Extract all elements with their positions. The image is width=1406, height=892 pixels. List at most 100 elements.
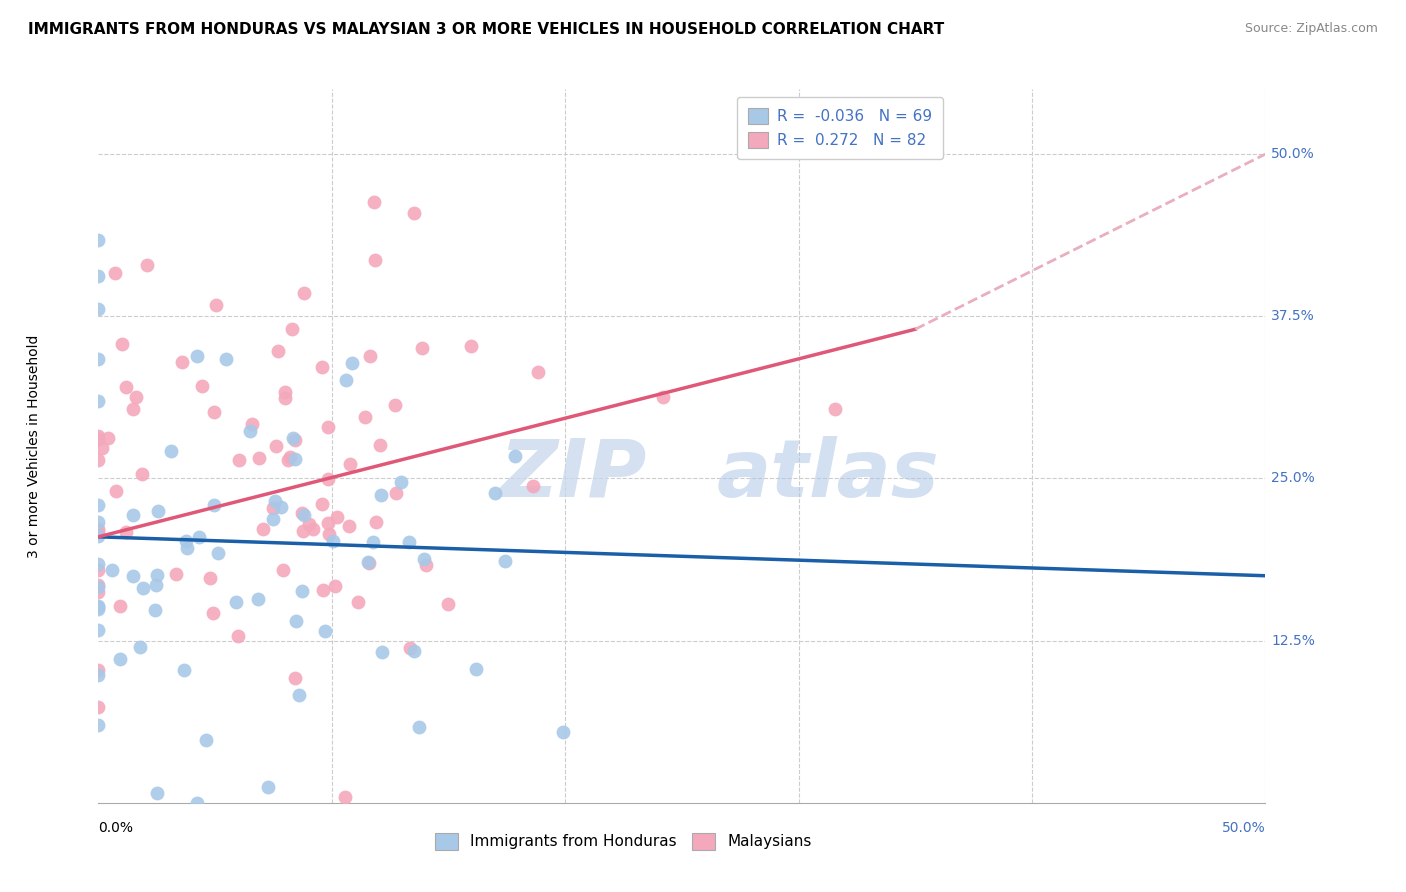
Point — [262, 501, 284, 516]
Point — [186, 349, 208, 363]
Point — [357, 555, 380, 569]
Point — [191, 379, 214, 393]
Point — [494, 554, 516, 568]
Point — [347, 595, 370, 609]
Point — [87, 601, 110, 615]
Text: 25.0%: 25.0% — [1271, 472, 1315, 485]
Point — [301, 522, 323, 536]
Point — [201, 606, 224, 620]
Point — [166, 567, 188, 582]
Point — [87, 599, 110, 613]
Point — [318, 526, 340, 541]
Point — [294, 285, 316, 300]
Point — [186, 796, 208, 810]
Point — [337, 519, 360, 533]
Point — [101, 563, 124, 577]
Text: Source: ZipAtlas.com: Source: ZipAtlas.com — [1244, 22, 1378, 36]
Point — [503, 449, 526, 463]
Point — [87, 578, 110, 592]
Point — [87, 453, 110, 467]
Point — [114, 524, 136, 539]
Point — [252, 522, 274, 536]
Point — [240, 417, 263, 432]
Point — [370, 488, 392, 502]
Point — [87, 269, 110, 284]
Point — [270, 500, 292, 514]
Point — [108, 652, 131, 666]
Point — [246, 591, 269, 606]
Point — [87, 394, 110, 409]
Point — [173, 664, 195, 678]
Point — [312, 582, 335, 597]
Point — [129, 640, 152, 654]
Point — [187, 530, 209, 544]
Text: IMMIGRANTS FROM HONDURAS VS MALAYSIAN 3 OR MORE VEHICLES IN HOUSEHOLD CORRELATIO: IMMIGRANTS FROM HONDURAS VS MALAYSIAN 3 … — [28, 22, 945, 37]
Point — [291, 524, 314, 538]
Point — [108, 599, 131, 614]
Point — [228, 453, 250, 467]
Point — [371, 645, 394, 659]
Point — [522, 479, 544, 493]
Point — [404, 206, 426, 220]
Point — [87, 584, 110, 599]
Point — [228, 628, 250, 642]
Point — [131, 467, 153, 481]
Point — [87, 663, 110, 677]
Text: atlas: atlas — [717, 435, 939, 514]
Point — [132, 581, 155, 595]
Point — [122, 569, 145, 583]
Point — [91, 441, 114, 455]
Text: 12.5%: 12.5% — [1271, 633, 1315, 648]
Point — [194, 733, 217, 747]
Point — [484, 486, 506, 500]
Text: 3 or more Vehicles in Household: 3 or more Vehicles in Household — [27, 334, 41, 558]
Point — [87, 524, 110, 538]
Point — [207, 545, 229, 559]
Point — [215, 351, 238, 366]
Point — [87, 700, 110, 714]
Point — [174, 534, 197, 549]
Point — [415, 558, 437, 572]
Point — [385, 486, 408, 500]
Point — [87, 352, 110, 367]
Point — [87, 429, 110, 443]
Point — [247, 451, 270, 466]
Point — [87, 233, 110, 247]
Point — [115, 380, 138, 394]
Point — [297, 517, 319, 532]
Point — [412, 551, 434, 566]
Point — [125, 390, 148, 404]
Text: 50.0%: 50.0% — [1222, 821, 1265, 835]
Point — [311, 360, 333, 375]
Point — [339, 458, 361, 472]
Point — [122, 508, 145, 522]
Point — [437, 597, 460, 611]
Point — [273, 385, 295, 400]
Point — [143, 603, 166, 617]
Point — [278, 450, 301, 465]
Point — [364, 515, 387, 529]
Point — [267, 343, 290, 358]
Text: 0.0%: 0.0% — [98, 821, 134, 835]
Point — [285, 614, 308, 628]
Point — [325, 510, 347, 524]
Point — [277, 452, 299, 467]
Point — [460, 339, 482, 353]
Point — [136, 258, 159, 272]
Point — [87, 522, 110, 536]
Point — [87, 718, 110, 732]
Point — [105, 484, 128, 499]
Point — [527, 365, 550, 379]
Point — [333, 790, 356, 805]
Point — [340, 356, 363, 370]
Point — [87, 563, 110, 577]
Point — [205, 298, 228, 312]
Point — [316, 516, 339, 530]
Point — [363, 194, 385, 209]
Point — [284, 671, 307, 685]
Point — [87, 516, 110, 530]
Point — [314, 624, 336, 639]
Point — [87, 623, 110, 637]
Point — [281, 322, 304, 336]
Point — [464, 662, 486, 676]
